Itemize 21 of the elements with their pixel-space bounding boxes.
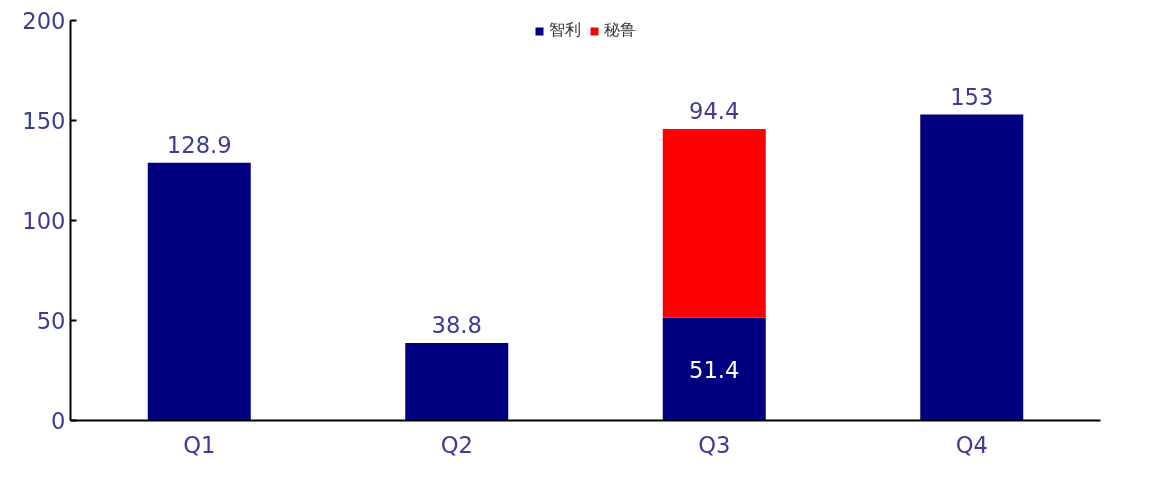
bar [147,162,251,421]
bar [662,128,766,318]
data-label: 94.4 [689,97,740,124]
x-tick-label: Q4 [955,431,988,458]
x-tick-label: Q3 [698,431,731,458]
bar [920,114,1024,421]
bar [405,342,509,421]
legend-label: 智利 [549,20,581,41]
y-tick-label: 0 [51,408,66,434]
legend-label: 秘鲁 [604,20,636,41]
data-label: 153 [950,83,994,110]
data-label: 51.4 [689,356,740,383]
bar [662,317,766,421]
y-tick-label: 100 [22,208,66,234]
data-label: 38.8 [431,311,482,338]
y-tick-label: 200 [22,8,66,34]
y-tick-label: 50 [36,308,66,334]
x-tick-label: Q1 [183,431,216,458]
y-tick-label: 150 [22,108,66,134]
x-tick-label: Q2 [440,431,473,458]
data-label: 128.9 [166,131,232,158]
